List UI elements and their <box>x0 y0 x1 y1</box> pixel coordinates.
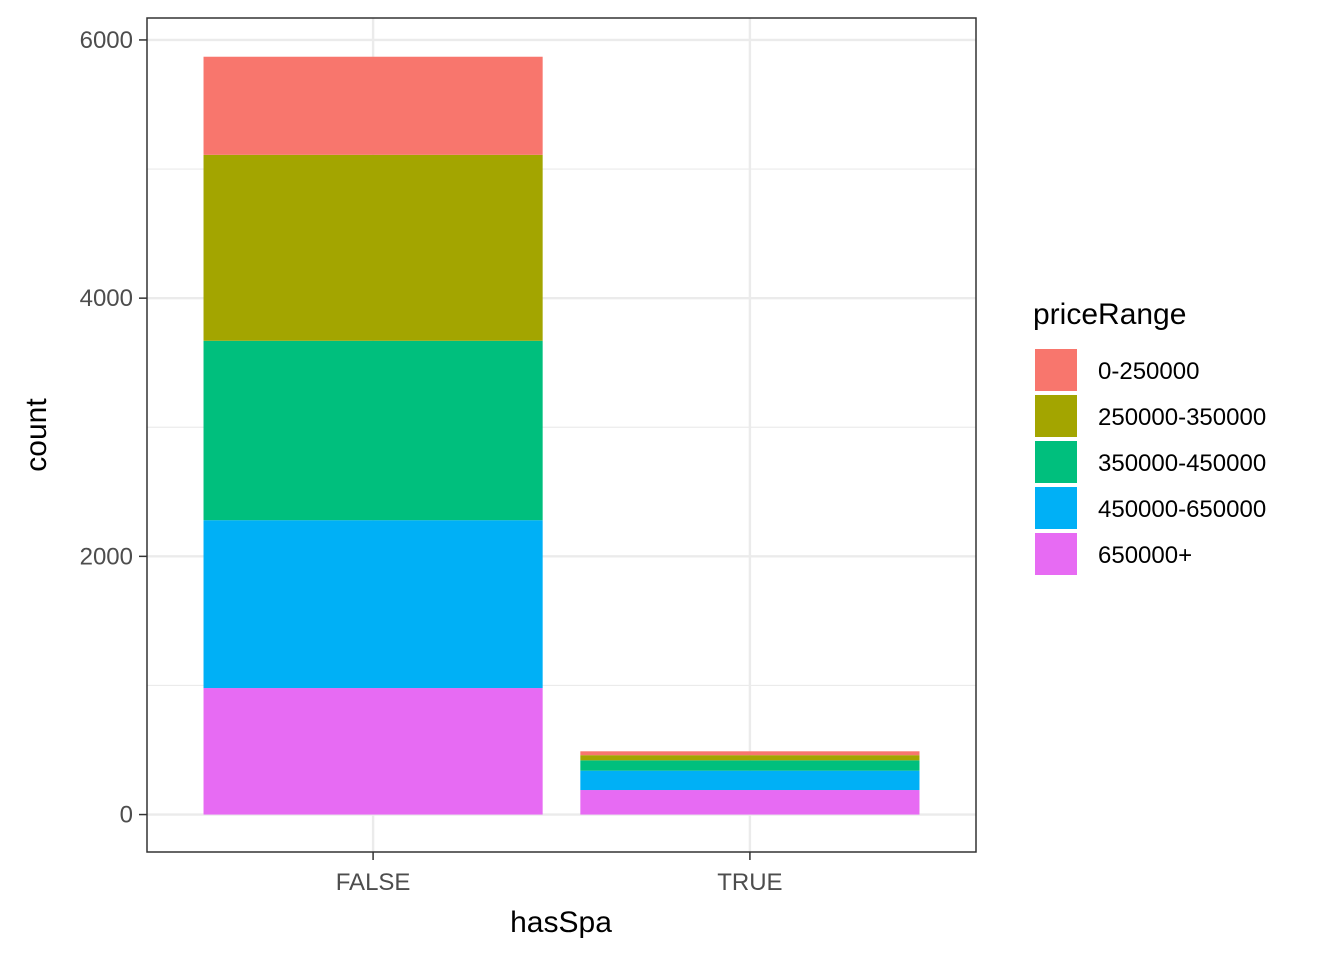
x-tick-label: FALSE <box>336 869 411 896</box>
bar-segment-true-450000-650000 <box>580 770 920 791</box>
legend-key <box>1035 441 1077 483</box>
legend-title: priceRange <box>1033 298 1186 331</box>
x-axis-title: hasSpa <box>510 906 612 939</box>
legend-key <box>1035 487 1077 529</box>
legend-label: 350000-450000 <box>1098 450 1266 477</box>
legend-label: 650000+ <box>1098 542 1192 569</box>
bar-segment-false-450000-650000 <box>203 520 543 689</box>
legend: priceRange 0-250000 250000-350000 350000-4… <box>1033 298 1266 575</box>
legend-key <box>1035 349 1077 391</box>
bar-segment-true-0-250000 <box>580 751 920 756</box>
legend-label: 450000-650000 <box>1098 496 1266 523</box>
bar-segment-false-650000 <box>203 688 543 815</box>
bar-segment-true-350000-450000 <box>580 760 920 771</box>
legend-label: 0-250000 <box>1098 358 1199 385</box>
legend-key <box>1035 395 1077 437</box>
y-tick-label: 4000 <box>80 285 133 312</box>
x-axis: FALSE TRUE <box>336 852 783 896</box>
plot-border <box>146 17 977 853</box>
x-tick-label: TRUE <box>717 869 782 896</box>
legend-key <box>1035 533 1077 575</box>
bar-segment-false-350000-450000 <box>203 340 543 521</box>
bars <box>203 56 920 815</box>
bar-segment-false-0-250000 <box>203 56 543 155</box>
bar-segment-false-250000-350000 <box>203 154 543 341</box>
bar-segment-true-250000-350000 <box>580 755 920 761</box>
y-axis: 0 2000 4000 6000 <box>80 27 147 829</box>
y-tick-label: 0 <box>120 802 133 829</box>
bar-segment-true-650000 <box>580 790 920 815</box>
y-tick-label: 2000 <box>80 543 133 570</box>
y-tick-label: 6000 <box>80 27 133 54</box>
y-axis-title: count <box>20 398 53 472</box>
legend-label: 250000-350000 <box>1098 404 1266 431</box>
